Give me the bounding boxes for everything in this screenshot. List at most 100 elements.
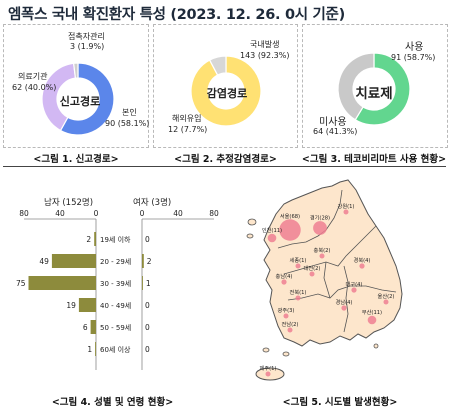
female-tick-label: 40 [173, 210, 183, 218]
region-label: 경북(4) [354, 257, 371, 264]
slice-국내발생 [190, 55, 262, 127]
slice-value-hospital: 62 (40.0%) [12, 83, 57, 92]
region-dot [367, 315, 377, 325]
report-path-caption: <그림 1. 신고경로> [33, 154, 119, 165]
slice-value-used: 91 (58.7%) [391, 53, 436, 62]
female-tick-label: 0 [140, 210, 145, 218]
slice-의료기관 [41, 62, 77, 132]
report-path-panel: 신고경로 접촉자관리 3 (1.9%) 의료기관 62 (40.0%) 본인 9… [3, 24, 149, 148]
region-label: 광주(3) [278, 307, 295, 314]
region-label: 경남(4) [336, 298, 353, 306]
region-label: 충남(4) [276, 272, 293, 280]
slice-value-overseas: 12 (7.7%) [168, 125, 208, 134]
province-boundary [287, 285, 397, 301]
region-dot [359, 263, 365, 269]
slice-label-contact: 접촉자관리 [68, 32, 105, 41]
slice-label-hospital: 의료기관 [18, 72, 48, 81]
male-bar [78, 298, 96, 312]
age-category-label: 30 - 39세 [100, 279, 131, 288]
region-label: 대전(2) [304, 264, 321, 272]
region-label: 서울(68) [280, 212, 300, 220]
row-divider [3, 166, 446, 167]
slice-label-unused: 미사용 [319, 117, 347, 128]
male-bar [28, 276, 96, 290]
age-category-label: 20 - 29세 [100, 257, 131, 266]
region-dot [281, 279, 287, 285]
age-category-label: 60세 이상 [100, 345, 131, 354]
region-dot [351, 287, 357, 293]
female-value-label: 2 [147, 257, 152, 266]
female-value-label: 0 [145, 323, 150, 332]
slice-본인 [59, 62, 115, 136]
female-value-label: 1 [146, 279, 151, 288]
slice-사용 [354, 52, 411, 126]
age-category-label: 40 - 49세 [100, 301, 131, 310]
region-label: 전북(1) [290, 289, 307, 296]
tecovirimat-caption: <그림 3. 테코비리마트 사용 현황> [301, 154, 447, 165]
province-boundary [283, 225, 377, 275]
age-category-label: 50 - 59세 [100, 323, 131, 332]
report-path-center-label: 신고경로 [59, 95, 101, 108]
slice-label-self: 본인 [122, 108, 137, 117]
region-label: 울산(2) [378, 292, 395, 300]
region-label: 세종(1) [290, 256, 307, 264]
female-title: 여자 (3명) [133, 198, 172, 208]
female-tick-label: 80 [209, 210, 219, 218]
slice-해외유입 [208, 55, 227, 76]
male-title: 남자 (152명) [44, 198, 94, 208]
region-label: 제주(1) [260, 364, 277, 372]
male-tick-label: 40 [55, 210, 65, 218]
region-label: 충북(2) [314, 246, 331, 254]
small-island [373, 343, 379, 349]
region-label: 강원(1) [338, 202, 355, 210]
female-bar [142, 254, 144, 268]
male-value-label: 1 [87, 345, 92, 354]
region-dot [319, 253, 325, 259]
slice-label-domestic: 국내발생 [250, 40, 280, 49]
map-caption: <그림 5. 시도별 발생현황> [282, 397, 398, 408]
korea-map: 서울(68) 경기(28) 인천(11) 강원(1) 충북(2) 세종(1)대전(2) 충남… [246, 179, 403, 381]
small-island [262, 347, 270, 353]
male-tick-label: 0 [94, 210, 99, 218]
slice-미사용 [337, 52, 375, 121]
infection-route-panel: 감염경로 국내발생 143 (92.3%) 해외유입 12 (7.7%) [153, 24, 298, 148]
region-label: 전남(2) [282, 320, 299, 328]
page-title: 엠폭스 국내 확진환자 특성 (2023. 12. 26. 0시 기준) [8, 7, 345, 23]
slice-value-domestic: 143 (92.3%) [240, 51, 290, 60]
report-path-donut [41, 62, 115, 136]
region-dot [383, 299, 389, 305]
infection-route-caption: <그림 2. 추정감염경로> [174, 154, 277, 165]
mainland-shape [263, 179, 403, 347]
infection-route-center-label: 감염경로 [206, 87, 248, 100]
region-dot [343, 209, 349, 215]
small-island [246, 233, 254, 239]
region-label: 부산(11) [362, 308, 382, 316]
small-island [247, 218, 257, 226]
region-label: 대구(4) [346, 280, 363, 288]
region-dot [267, 233, 277, 243]
slice-접촉자관리 [72, 62, 79, 79]
sex-age-caption: <그림 4. 성별 및 연령 현황> [51, 397, 174, 408]
province-boundary [343, 265, 349, 333]
infection-route-donut [190, 55, 262, 127]
slice-label-overseas: 해외유입 [172, 114, 202, 123]
tecovirimat-center-label: 치료제 [355, 86, 393, 102]
region-dot [279, 219, 301, 241]
slice-value-contact: 3 (1.9%) [70, 42, 105, 51]
region-dot [287, 327, 293, 333]
slice-value-unused: 64 (41.3%) [313, 127, 358, 136]
tecovirimat-panel: 치료제 사용 91 (58.7%) 미사용 64 (41.3%) [302, 24, 448, 148]
male-value-label: 75 [16, 279, 26, 288]
male-bar [94, 232, 96, 246]
region-dot [283, 313, 289, 319]
male-bar [95, 342, 96, 356]
tecovirimat-donut [337, 52, 411, 126]
region-dot [265, 371, 271, 377]
slice-label-used: 사용 [405, 42, 424, 53]
female-value-label: 0 [145, 345, 150, 354]
male-value-label: 49 [39, 257, 49, 266]
region-label: 경기(28) [310, 214, 330, 222]
region-label: 인천(11) [262, 227, 282, 234]
province-boundary [323, 261, 331, 299]
region-dot [309, 271, 315, 277]
